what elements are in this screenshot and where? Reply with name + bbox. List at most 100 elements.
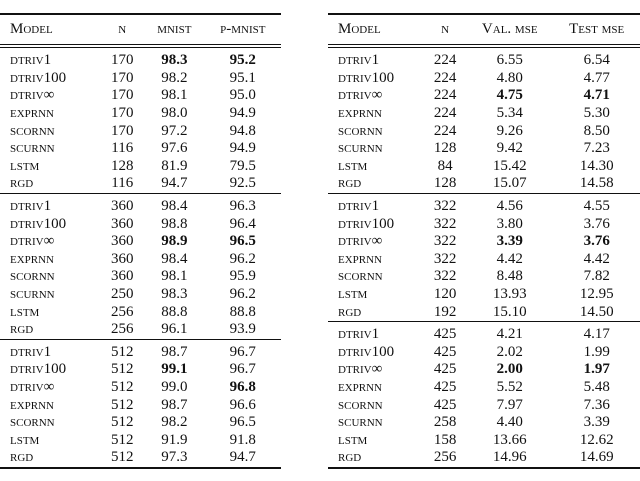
value-cell: 1.99	[583, 343, 610, 360]
table-row: exprnn 170 98.0 94.9	[0, 105, 281, 123]
value-cell: 4.75	[466, 87, 553, 105]
model-cell: dtriv1	[0, 338, 101, 362]
table-row: dtriv∞ 425 2.00 1.97	[328, 361, 640, 379]
model-cell: dtriv1	[10, 52, 52, 69]
value-cell: 94.8	[229, 122, 256, 139]
value-cell: 425	[433, 343, 457, 360]
value-cell: 91.9	[161, 431, 188, 448]
value-cell: 512	[110, 378, 134, 395]
value-cell: 8.48	[496, 268, 523, 285]
model-cell: scurnn	[338, 414, 383, 431]
model-cell: dtriv∞	[10, 87, 55, 104]
model-cell: scornn	[10, 414, 55, 431]
value-cell: 256	[424, 449, 467, 469]
value-cell: 250	[110, 286, 134, 303]
value-cell: 79.5	[229, 157, 256, 174]
value-cell: 12.95	[579, 286, 614, 303]
table-row: rgd 512 97.3 94.7	[0, 449, 281, 469]
value-cell: 92.5	[229, 175, 256, 192]
value-cell: 96.4	[229, 215, 256, 232]
value-cell: 512	[110, 431, 134, 448]
table-row: lstm 512 91.9 91.8	[0, 431, 281, 449]
model-cell: scornn	[10, 268, 55, 285]
value-cell: 93.9	[229, 321, 256, 338]
table-row: exprnn 512 98.7 96.6	[0, 396, 281, 414]
model-cell: scornn	[338, 122, 383, 139]
value-cell: 98.7	[161, 396, 188, 413]
table-row: scurnn 116 97.6 94.9	[0, 140, 281, 158]
value-cell: 3.39	[466, 233, 553, 251]
model-cell: dtriv∞	[10, 233, 55, 250]
value-cell: 84	[437, 157, 453, 174]
value-cell: 170	[110, 87, 134, 104]
column-header: n	[424, 13, 467, 48]
value-cell: 5.34	[496, 105, 523, 122]
value-cell: 98.4	[144, 192, 205, 216]
model-cell: lstm	[10, 157, 40, 174]
best-value: 98.3	[161, 52, 188, 69]
value-cell: 88.8	[161, 303, 188, 320]
model-cell: lstm	[338, 431, 368, 448]
value-cell: 512	[100, 449, 145, 469]
value-cell: 322	[424, 192, 467, 216]
value-cell: 98.0	[161, 105, 188, 122]
table-row: exprnn 322 4.42 4.42	[328, 251, 640, 269]
best-value: 2.00	[496, 361, 523, 378]
value-cell: 224	[433, 122, 457, 139]
table-row: scornn 512 98.2 96.5	[0, 414, 281, 432]
value-cell: 98.2	[161, 69, 188, 86]
value-cell: 9.42	[496, 140, 523, 157]
value-cell: 425	[433, 361, 457, 378]
model-cell: exprnn	[10, 105, 55, 122]
value-cell: 98.2	[161, 414, 188, 431]
table-row: rgd 116 94.7 92.5	[0, 175, 281, 193]
table-row: dtriv100 224 4.80 4.77	[328, 70, 640, 88]
value-cell: 256	[110, 321, 134, 338]
model-cell: lstm	[338, 286, 368, 303]
value-cell: 91.8	[229, 431, 256, 448]
model-cell: dtriv∞	[10, 378, 55, 395]
model-cell: dtriv∞	[338, 361, 383, 378]
table-row: lstm 256 88.8 88.8	[0, 303, 281, 321]
value-cell: 95.0	[229, 87, 256, 104]
value-cell: 14.30	[579, 157, 614, 174]
value-cell: 170	[110, 52, 134, 69]
value-cell: 512	[110, 361, 134, 378]
value-cell: 94.9	[229, 140, 256, 157]
model-cell: rgd	[328, 449, 425, 469]
value-cell: 256	[110, 303, 134, 320]
value-cell: 96.5	[205, 233, 281, 251]
value-cell: 170	[110, 122, 134, 139]
table-row: scornn 322 8.48 7.82	[328, 268, 640, 286]
column-header: mnist	[144, 13, 205, 48]
value-cell: 128	[110, 157, 134, 174]
value-cell: 12.62	[579, 431, 614, 448]
model-cell: dtriv∞	[338, 233, 383, 250]
table-row: scurnn 250 98.3 96.2	[0, 286, 281, 304]
value-cell: 224	[433, 69, 457, 86]
value-cell: 512	[110, 396, 134, 413]
table-row: lstm 158 13.66 12.62	[328, 431, 640, 449]
model-cell: dtriv100	[338, 343, 395, 360]
table-row: dtriv∞ 170 98.1 95.0	[0, 87, 281, 105]
value-cell: 224	[433, 87, 457, 104]
value-cell: 3.39	[583, 414, 610, 431]
table-row: lstm 84 15.42 14.30	[328, 158, 640, 176]
value-cell: 98.7	[144, 338, 205, 362]
value-cell: 96.6	[229, 396, 256, 413]
value-cell: 15.07	[492, 175, 527, 192]
value-cell: 94.9	[229, 105, 256, 122]
value-cell: 97.3	[144, 449, 205, 469]
table-row: rgd 256 96.1 93.9	[0, 321, 281, 339]
table-row: scornn 170 97.2 94.8	[0, 122, 281, 140]
value-cell: 4.80	[496, 69, 523, 86]
value-cell: 224	[433, 105, 457, 122]
value-cell: 322	[433, 250, 457, 267]
value-cell: 99.0	[161, 378, 188, 395]
table-row: scurnn 258 4.40 3.39	[328, 414, 640, 432]
value-cell: 96.7	[204, 338, 281, 362]
model-cell: exprnn	[10, 396, 55, 413]
value-cell: 7.97	[496, 396, 523, 413]
value-cell: 14.58	[579, 175, 614, 192]
value-cell: 14.69	[553, 449, 640, 469]
